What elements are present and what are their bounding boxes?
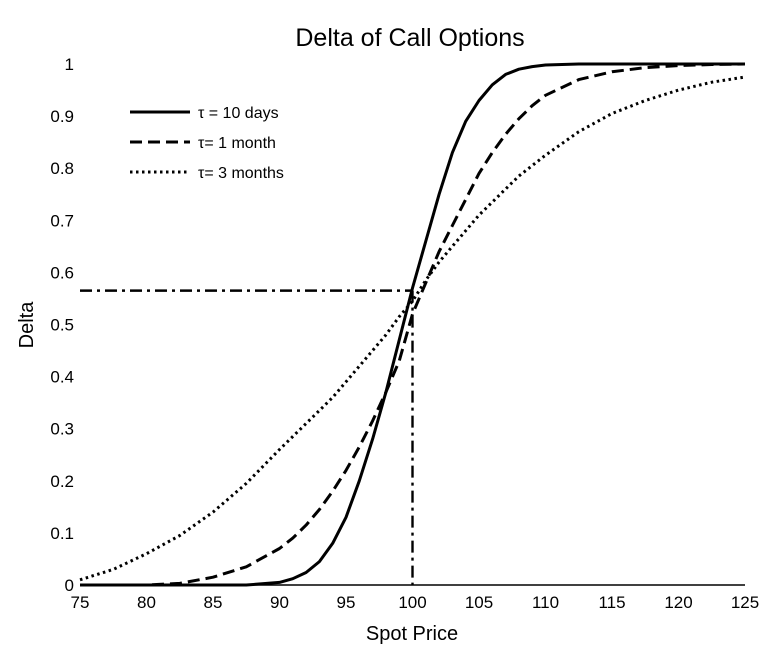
x-tick-label: 125 xyxy=(731,593,759,612)
x-tick-label: 100 xyxy=(398,593,426,612)
series-line-2 xyxy=(80,62,746,587)
y-tick-label: 0.1 xyxy=(50,524,74,543)
x-tick-label: 85 xyxy=(204,593,223,612)
y-tick-label: 0.7 xyxy=(50,211,74,230)
x-axis-ticks: 75 80 85 90 95 100 105 110 115 120 125 xyxy=(71,593,760,612)
reference-lines xyxy=(80,289,414,585)
x-tick-label: 90 xyxy=(270,593,289,612)
y-tick-label: 0.8 xyxy=(50,159,74,178)
y-axis-label: Delta xyxy=(16,301,38,349)
y-axis-ticks: 0 0.1 0.2 0.3 0.4 0.5 0.6 0.7 0.8 0.9 1 xyxy=(50,55,74,595)
series-lines xyxy=(79,62,746,587)
x-tick-label: 75 xyxy=(71,593,90,612)
y-tick-label: 1 xyxy=(65,55,74,74)
series-line-1 xyxy=(80,62,745,587)
x-tick-label: 80 xyxy=(137,593,156,612)
legend-label-2: τ= 1 month xyxy=(198,135,276,152)
y-tick-label: 0.9 xyxy=(50,107,74,126)
x-tick-label: 105 xyxy=(465,593,493,612)
y-tick-label: 0 xyxy=(65,576,74,595)
legend: τ = 10 days τ= 1 month τ= 3 months xyxy=(130,105,284,182)
x-tick-label: 110 xyxy=(532,593,559,612)
y-tick-label: 0.5 xyxy=(50,316,74,335)
x-tick-label: 95 xyxy=(337,593,356,612)
y-tick-label: 0.3 xyxy=(50,420,74,439)
series-line-3 xyxy=(79,75,746,582)
x-axis-label: Spot Price xyxy=(366,623,458,645)
y-tick-label: 0.6 xyxy=(50,263,74,282)
y-tick-label: 0.4 xyxy=(50,368,74,387)
chart-title: Delta of Call Options xyxy=(295,24,524,52)
x-tick-label: 115 xyxy=(598,593,625,612)
legend-label-3: τ= 3 months xyxy=(198,165,284,182)
legend-label-1: τ = 10 days xyxy=(198,105,279,122)
y-tick-label: 0.2 xyxy=(50,472,74,491)
x-tick-label: 120 xyxy=(664,593,692,612)
